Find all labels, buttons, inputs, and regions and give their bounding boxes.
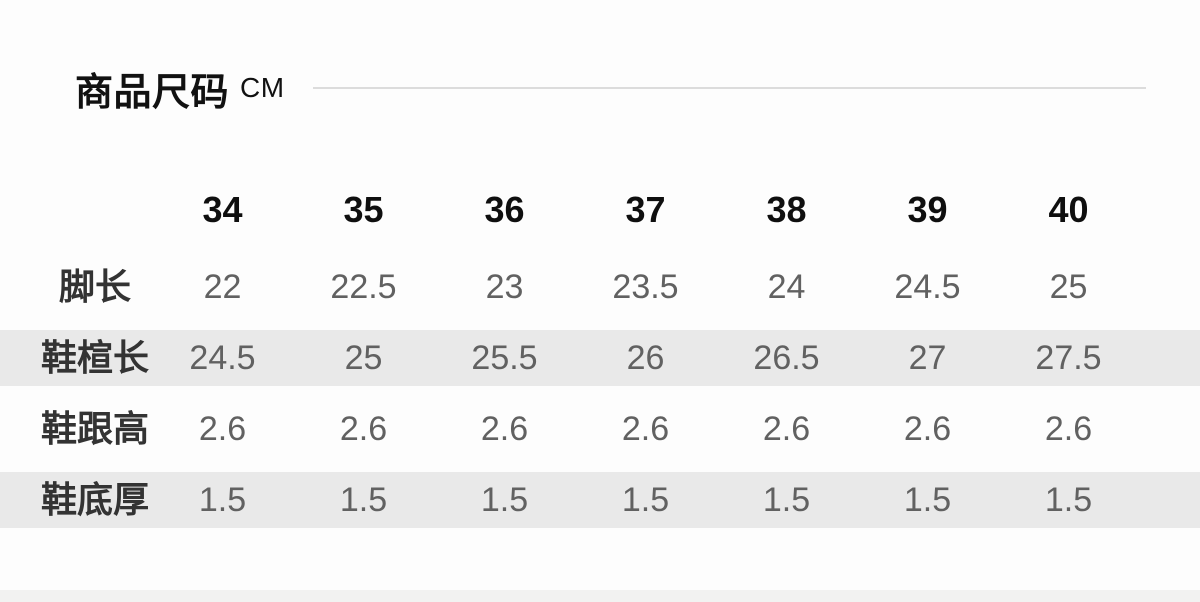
table-cell: 1.5 (621, 481, 670, 519)
table-cell: 2.6 (621, 410, 670, 448)
table-cell: 25 (1049, 268, 1088, 306)
unit-label: CM (240, 72, 285, 103)
page-title: 商品尺码 (75, 71, 230, 114)
table-cell: 1.5 (762, 481, 811, 519)
table-cell: 1.5 (1044, 481, 1093, 519)
column-header-36: 36 (484, 189, 525, 230)
table-cell: 27 (908, 339, 947, 377)
table-cell: 25.5 (471, 339, 538, 377)
table-row-foot-length: 脚长 22 22.5 23 23.5 24 24.5 25 (0, 259, 1200, 315)
row-label: 鞋楦长 (40, 337, 149, 378)
column-header-39: 39 (907, 189, 948, 230)
table-cell: 2.6 (762, 410, 811, 448)
table-cell: 24.5 (189, 339, 256, 377)
table-cell: 2.6 (480, 410, 529, 448)
column-header-40: 40 (1048, 189, 1089, 230)
table-cell: 2.6 (339, 410, 388, 448)
table-cell: 2.6 (198, 410, 247, 448)
table-cell: 1.5 (480, 481, 529, 519)
table-cell: 1.5 (903, 481, 952, 519)
table-cell: 22.5 (330, 268, 397, 306)
table-cell: 26 (626, 339, 665, 377)
table-row-sole-thickness: 鞋底厚 1.5 1.5 1.5 1.5 1.5 1.5 1.5 (0, 472, 1200, 528)
table-cell: 26.5 (753, 339, 820, 377)
bottom-strip (0, 590, 1200, 602)
table-cell: 27.5 (1035, 339, 1102, 377)
title-divider-line (312, 87, 1146, 89)
column-header-34: 34 (202, 189, 243, 230)
table-cell: 1.5 (339, 481, 388, 519)
table-cell: 23.5 (612, 268, 679, 306)
table-cell: 24 (767, 268, 806, 306)
table-cell: 24.5 (894, 268, 961, 306)
column-header-37: 37 (625, 189, 666, 230)
row-label: 脚长 (58, 266, 131, 307)
row-label: 鞋底厚 (40, 479, 149, 520)
column-header-35: 35 (343, 189, 384, 230)
table-cell: 2.6 (903, 410, 952, 448)
table-cell: 25 (344, 339, 383, 377)
table-row-last-length: 鞋楦长 24.5 25 25.5 26 26.5 27 27.5 (0, 330, 1200, 386)
table-cell: 23 (485, 268, 524, 306)
column-header-38: 38 (766, 189, 807, 230)
size-table: 34 35 36 37 38 39 40 脚长 22 22.5 23 23.5 … (0, 182, 1200, 528)
table-row-heel-height: 鞋跟高 2.6 2.6 2.6 2.6 2.6 2.6 2.6 (0, 401, 1200, 457)
title-row: 商品尺码 CM (75, 66, 1146, 114)
table-cell: 1.5 (198, 481, 247, 519)
table-cell: 2.6 (1044, 410, 1093, 448)
table-header-row: 34 35 36 37 38 39 40 (0, 182, 1200, 238)
row-label: 鞋跟高 (40, 408, 149, 449)
table-cell: 22 (203, 268, 242, 306)
